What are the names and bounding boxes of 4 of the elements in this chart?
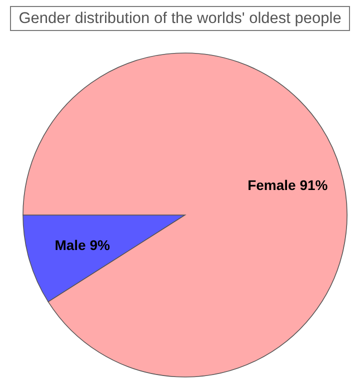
pie-slice: [22, 52, 348, 378]
slice-label: Female 91%: [248, 177, 328, 194]
slice-label: Male 9%: [54, 236, 110, 253]
chart-title: Gender distribution of the worlds' oldest people: [18, 10, 342, 27]
